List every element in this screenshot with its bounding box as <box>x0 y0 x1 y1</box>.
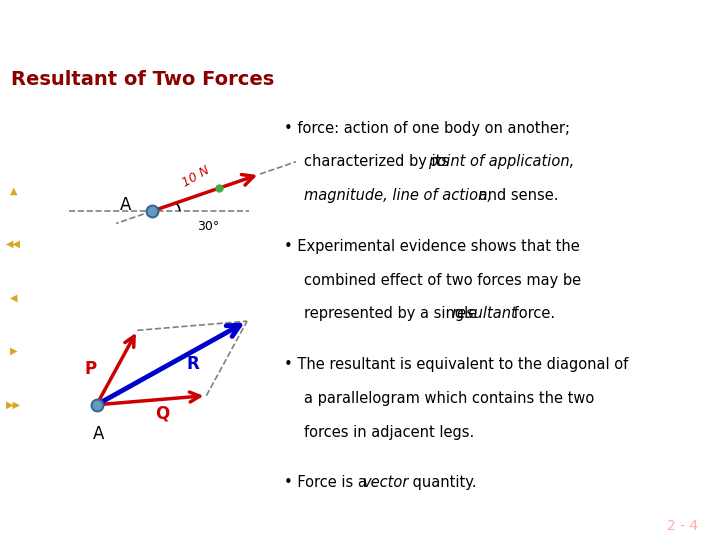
Text: ◀◀: ◀◀ <box>6 239 21 249</box>
Text: A: A <box>93 426 104 443</box>
Text: vector: vector <box>364 475 410 490</box>
Text: magnitude, line of action,: magnitude, line of action, <box>305 188 492 203</box>
Text: resultant: resultant <box>452 306 518 321</box>
Text: P: P <box>84 360 96 379</box>
Text: characterized by its: characterized by its <box>305 154 454 169</box>
Text: Vector Mechanics for Engineers:  Statics: Vector Mechanics for Engineers: Statics <box>11 16 612 42</box>
Text: • Experimental evidence shows that the: • Experimental evidence shows that the <box>284 239 580 254</box>
Text: ▲: ▲ <box>10 186 17 195</box>
Text: • Force is a: • Force is a <box>284 475 371 490</box>
Text: and sense.: and sense. <box>474 188 559 203</box>
Text: ◀: ◀ <box>10 293 17 302</box>
Text: quantity.: quantity. <box>408 475 477 490</box>
Text: a parallelogram which contains the two: a parallelogram which contains the two <box>305 391 595 406</box>
Text: represented by a single: represented by a single <box>305 306 482 321</box>
Text: ▶: ▶ <box>10 346 17 356</box>
Text: ▶▶: ▶▶ <box>6 400 21 410</box>
Text: forces in adjacent legs.: forces in adjacent legs. <box>305 424 474 440</box>
Text: • The resultant is equivalent to the diagonal of: • The resultant is equivalent to the dia… <box>284 357 628 372</box>
Text: Q: Q <box>155 405 169 423</box>
Text: Resultant of Two Forces: Resultant of Two Forces <box>11 70 274 89</box>
Text: point of application,: point of application, <box>428 154 574 169</box>
Text: 30°: 30° <box>197 220 220 233</box>
Text: 10 N: 10 N <box>180 164 212 190</box>
Text: R: R <box>186 355 199 373</box>
Text: combined effect of two forces may be: combined effect of two forces may be <box>305 273 582 287</box>
Text: force.: force. <box>510 306 556 321</box>
Text: • force: action of one body on another;: • force: action of one body on another; <box>284 120 570 136</box>
Text: 2 - 4: 2 - 4 <box>667 519 698 533</box>
Text: A: A <box>120 196 131 214</box>
